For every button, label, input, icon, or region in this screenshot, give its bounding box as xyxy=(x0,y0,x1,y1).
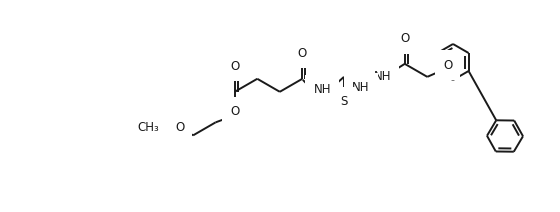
Text: O: O xyxy=(298,47,307,60)
Text: O: O xyxy=(230,105,239,118)
Text: NH: NH xyxy=(314,83,331,96)
Text: NH: NH xyxy=(352,81,370,94)
Text: O: O xyxy=(230,60,239,73)
Text: O: O xyxy=(175,121,184,134)
Text: O: O xyxy=(400,32,409,45)
Text: O: O xyxy=(443,59,452,72)
Text: S: S xyxy=(340,95,348,109)
Text: NH: NH xyxy=(374,70,391,83)
Text: CH₃: CH₃ xyxy=(138,121,160,134)
